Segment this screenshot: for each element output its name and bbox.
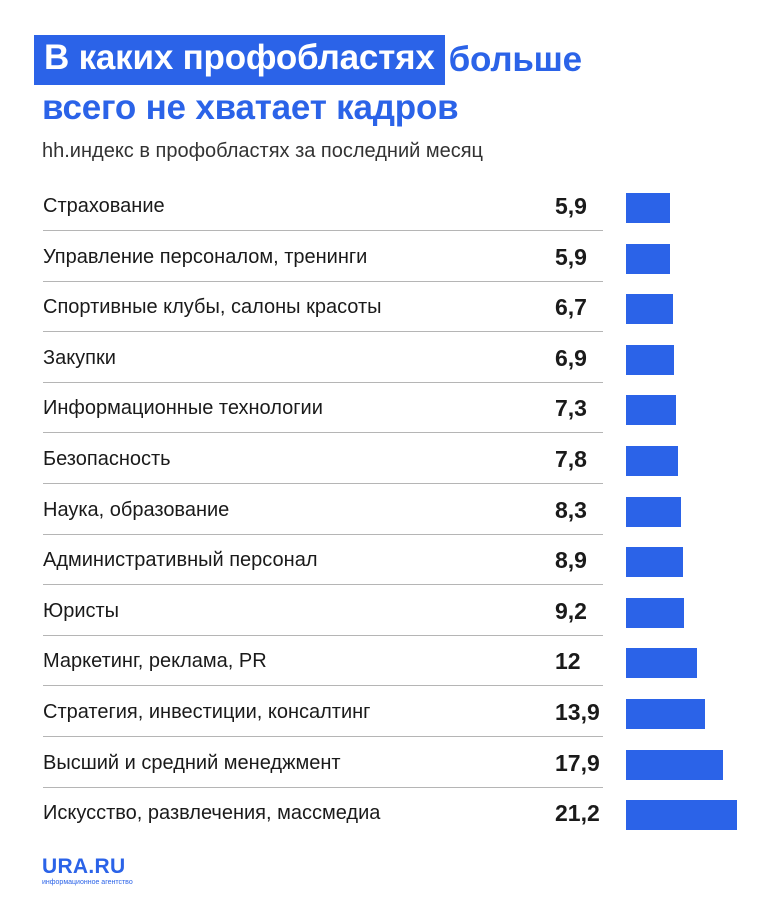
category-label: Высший и средний менеджмент — [43, 751, 341, 774]
category-label: Управление персоналом, тренинги — [43, 245, 368, 268]
title-rest: больше — [448, 40, 583, 79]
bar — [626, 294, 674, 325]
value-label: 21,2 — [555, 800, 600, 827]
value-label: 5,9 — [555, 243, 587, 270]
brand-name: URA.RU — [42, 855, 126, 878]
bar — [626, 648, 697, 679]
row-divider — [43, 432, 603, 434]
category-label: Закупки — [43, 346, 116, 369]
value-label: 7,3 — [555, 395, 587, 422]
bar — [626, 344, 675, 375]
value-label: 6,9 — [555, 344, 587, 371]
category-label: Информационные технологии — [43, 397, 323, 420]
row-divider — [43, 331, 603, 333]
row-divider — [43, 533, 603, 535]
category-label: Юристы — [43, 599, 120, 622]
bar — [626, 597, 685, 628]
category-label: Наука, образование — [43, 498, 230, 521]
value-label: 7,8 — [555, 446, 587, 472]
title-line-2: всего не хватает кадров — [42, 88, 459, 127]
brand-logo: URA.RU информационное агентство — [42, 856, 133, 887]
bar — [626, 496, 681, 527]
bar — [626, 749, 723, 780]
bar — [626, 193, 670, 223]
value-label: 9,2 — [555, 597, 587, 624]
category-label: Стратегия, инвестиции, консалтинг — [43, 701, 371, 723]
bar — [626, 446, 679, 476]
bar — [626, 699, 706, 729]
bar — [626, 547, 684, 578]
value-label: 6,7 — [555, 294, 587, 321]
category-label: Безопасность — [43, 448, 171, 470]
row-divider — [43, 280, 603, 282]
category-label: Искусство, развлечения, массмедиа — [43, 802, 381, 825]
value-label: 12 — [555, 648, 581, 675]
category-label: Спортивные клубы, салоны красоты — [43, 296, 382, 319]
row-divider — [43, 736, 603, 737]
row-divider — [43, 483, 603, 484]
value-label: 17,9 — [555, 749, 600, 776]
brand-tagline: информационное агентство — [42, 879, 133, 886]
bar — [626, 395, 677, 426]
category-label: Страхование — [43, 195, 165, 217]
row-divider — [43, 381, 603, 383]
value-label: 8,9 — [555, 547, 587, 574]
bar — [626, 243, 670, 274]
row-divider — [43, 230, 603, 231]
chart-subtitle: hh.индекс в профобластях за последний ме… — [42, 140, 484, 162]
row-divider — [43, 786, 603, 788]
bar — [626, 800, 738, 831]
row-divider — [43, 685, 603, 687]
title-highlight: В каких профобластях — [34, 35, 445, 85]
value-label: 5,9 — [555, 193, 587, 219]
row-divider — [43, 634, 603, 636]
category-label: Административный персонал — [43, 549, 318, 572]
title-line-1: В каких профобластях больше — [34, 35, 734, 85]
chart-title: В каких профобластях больше всего не хва… — [34, 35, 734, 130]
row-divider — [43, 584, 603, 586]
category-label: Маркетинг, реклама, PR — [43, 650, 267, 673]
value-label: 13,9 — [555, 699, 600, 725]
value-label: 8,3 — [555, 496, 587, 523]
